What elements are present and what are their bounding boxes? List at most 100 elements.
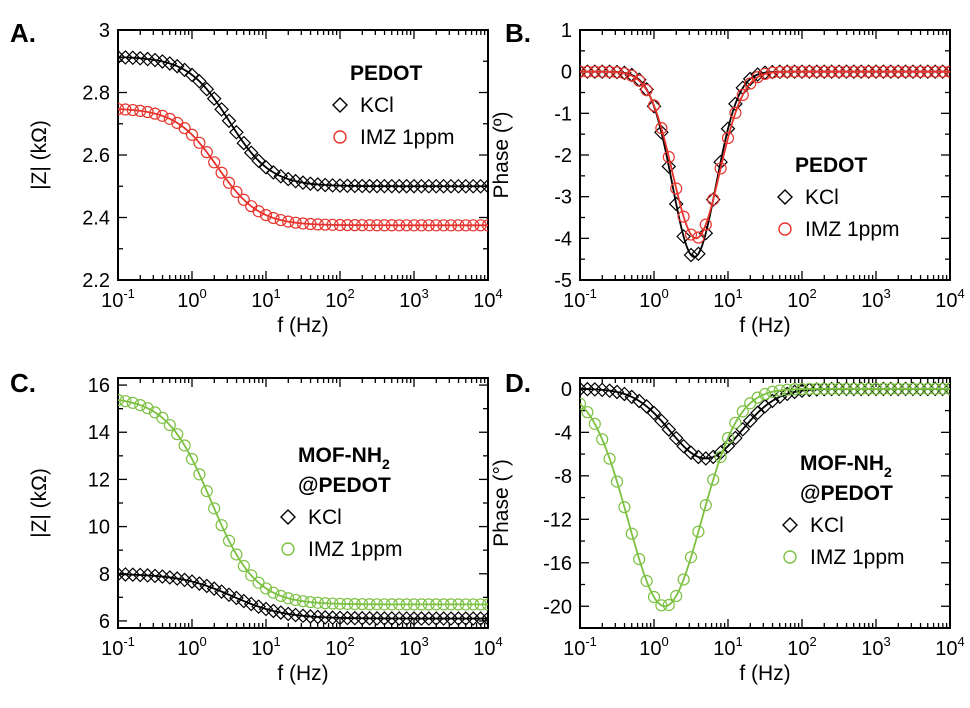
x-axis-label: f (Hz)	[277, 662, 328, 685]
data-point	[927, 64, 943, 80]
data-point	[162, 56, 178, 71]
data-point	[481, 219, 488, 232]
legend-marker	[332, 97, 348, 113]
data-point	[698, 451, 714, 466]
data-point	[846, 64, 862, 80]
data-point	[333, 218, 347, 232]
data-point	[869, 65, 883, 78]
data-point	[677, 573, 690, 586]
data-point	[831, 64, 847, 80]
data-point	[437, 598, 450, 611]
data-point	[594, 64, 610, 80]
data-point	[422, 598, 435, 611]
data-point	[853, 381, 869, 397]
data-point	[906, 65, 920, 78]
data-point	[839, 64, 854, 80]
fit-line	[580, 387, 950, 608]
data-point	[347, 178, 363, 194]
data-point	[348, 597, 361, 611]
data-point	[480, 178, 488, 194]
data-point	[199, 81, 215, 97]
data-point	[936, 65, 949, 78]
data-point	[341, 218, 354, 232]
x-axis-label: f (Hz)	[277, 314, 328, 337]
y-tick-label: -16	[543, 553, 572, 575]
data-point	[467, 598, 480, 611]
y-axis-label: |Z| (kΩ)	[28, 468, 51, 538]
data-point	[458, 611, 474, 626]
data-point	[876, 64, 891, 80]
data-point	[677, 210, 690, 223]
data-point	[169, 58, 185, 74]
data-point	[816, 64, 832, 80]
x-axis-label: f (Hz)	[739, 662, 790, 685]
data-point	[921, 382, 934, 395]
legend-marker	[783, 550, 797, 564]
data-point	[363, 598, 376, 611]
data-point	[208, 156, 221, 169]
data-point	[942, 381, 950, 397]
data-point	[134, 399, 147, 412]
data-point	[692, 231, 705, 244]
panel-letter: C.	[10, 368, 36, 398]
data-point	[193, 468, 206, 481]
data-point	[444, 219, 458, 232]
legend: PEDOT KCl IMZ 1ppm	[332, 62, 455, 149]
data-point	[229, 124, 244, 140]
data-point	[443, 178, 459, 194]
data-point	[676, 229, 691, 244]
x-tick-label: 10-1	[563, 634, 597, 660]
data-point	[818, 382, 831, 395]
y-axis-label: Phase (º)	[490, 111, 513, 198]
data-point	[580, 381, 588, 397]
data-point	[458, 178, 474, 194]
data-point	[920, 64, 936, 80]
data-point	[326, 218, 339, 231]
data-point	[289, 593, 302, 607]
data-point	[631, 393, 647, 409]
data-point	[465, 611, 481, 626]
data-point	[779, 64, 795, 80]
data-point	[384, 178, 400, 194]
data-point	[185, 128, 199, 141]
data-point	[467, 219, 480, 232]
y-tick-label: 16	[88, 375, 110, 397]
plot-area	[580, 381, 950, 612]
data-point	[245, 569, 258, 582]
y-tick-label: 8	[99, 564, 110, 586]
legend: MOF-NH2@PEDOT KCl IMZ 1ppm	[280, 444, 403, 561]
legend-title-line2: @PEDOT	[298, 474, 391, 497]
data-point	[581, 65, 594, 78]
data-point	[221, 113, 237, 129]
data-point	[758, 67, 772, 81]
plot-frame	[117, 29, 489, 281]
data-point	[473, 178, 488, 194]
data-point	[348, 219, 361, 232]
data-point	[267, 586, 280, 599]
data-point	[766, 66, 779, 79]
data-point	[714, 162, 727, 175]
x-tick-label: 103	[399, 634, 428, 660]
data-point	[282, 215, 295, 228]
data-point	[781, 65, 794, 78]
data-point	[304, 217, 317, 231]
data-point	[259, 208, 273, 222]
legend-label: KCl	[360, 94, 394, 117]
data-point	[163, 112, 176, 125]
data-point	[942, 64, 950, 80]
data-point	[721, 431, 735, 445]
data-point	[178, 122, 191, 135]
data-point	[459, 598, 472, 611]
data-point	[332, 610, 348, 626]
data-point	[141, 402, 154, 415]
data-point	[304, 595, 317, 609]
x-tick-label: 102	[325, 286, 354, 312]
legend-marker	[280, 509, 296, 525]
x-tick-label: 102	[787, 634, 816, 660]
data-point	[831, 381, 847, 397]
data-point	[794, 64, 810, 80]
data-point	[935, 64, 950, 80]
data-point	[206, 581, 222, 596]
data-point	[914, 382, 927, 395]
data-point	[729, 106, 742, 120]
